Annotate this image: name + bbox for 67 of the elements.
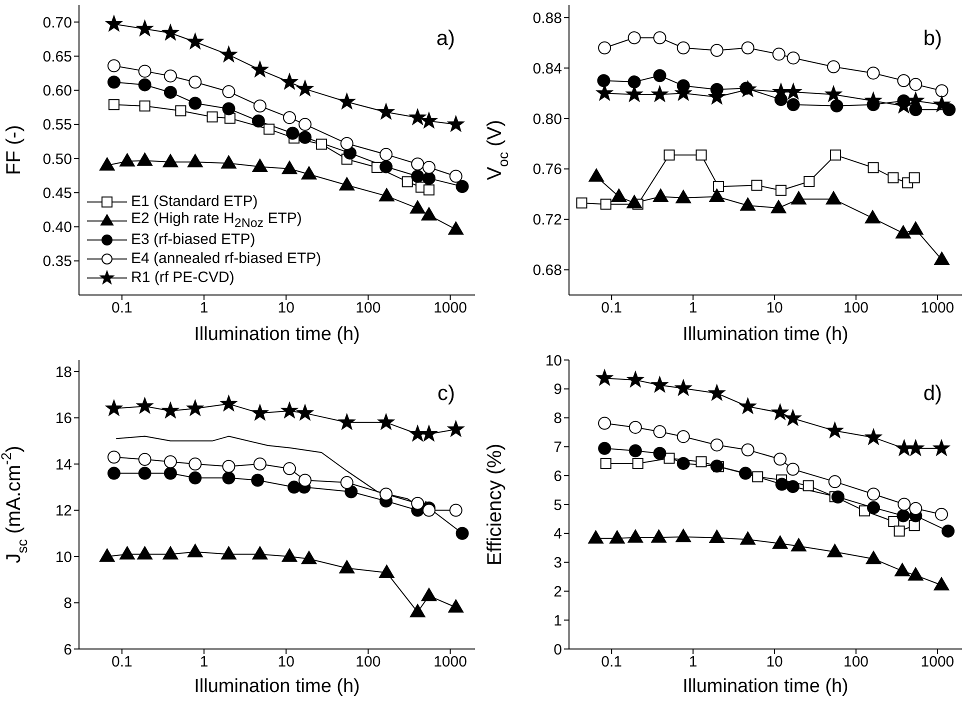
x-tick-label: 100 [843, 654, 869, 671]
y-tick-label: 6 [64, 641, 72, 658]
x-tick-label: 100 [356, 654, 381, 671]
x-tick-label: 100 [843, 300, 869, 317]
x-tick-label: 1000 [434, 300, 467, 317]
annotation: b) [922, 27, 942, 51]
y-tick-label: 8 [64, 595, 72, 612]
y-tick-label: 0.60 [42, 82, 72, 100]
y-tick-label: 0.35 [42, 253, 72, 270]
x-tick-label: 1000 [920, 300, 954, 317]
x-tick-label: 100 [356, 300, 381, 317]
y-tick-label: 8 [554, 410, 562, 428]
y-tick-label: 5 [554, 496, 562, 514]
annotation: c) [436, 382, 455, 406]
x-tick-label: 10 [278, 300, 294, 317]
x-axis-title: Illumination time (h) [682, 324, 848, 345]
y-tick-label: 3 [554, 554, 562, 572]
y-tick-label: 9 [554, 381, 562, 398]
y-tick-label: 12 [55, 502, 72, 520]
y-tick-label: 14 [55, 456, 72, 474]
y-tick-label: 6 [554, 468, 562, 485]
x-tick-label: 0.1 [601, 654, 622, 671]
x-tick-label: 0.1 [111, 654, 132, 671]
y-tick-label: 0.68 [532, 262, 562, 280]
x-tick-label: 1 [200, 300, 208, 317]
y-tick-label: 0.72 [532, 212, 562, 229]
y-tick-label: 7 [554, 439, 562, 456]
x-axis-title: Illumination time (h) [194, 324, 360, 345]
y-tick-label: 0.80 [532, 110, 562, 128]
x-axis-title: Illumination time (h) [682, 676, 848, 697]
x-tick-label: 10 [766, 654, 783, 671]
x-axis-title: Illumination time (h) [194, 676, 360, 697]
y-tick-label: 0 [554, 641, 562, 658]
y-tick-label: 0.76 [532, 161, 562, 178]
x-tick-label: 10 [766, 300, 783, 317]
y-tick-label: 0.88 [532, 10, 562, 27]
y-tick-label: 0.55 [42, 116, 72, 134]
legend-label: E1 (Standard ETP) [131, 192, 258, 211]
x-tick-label: 0.1 [111, 300, 132, 317]
x-tick-label: 10 [278, 654, 294, 671]
y-tick-label: 0.50 [42, 150, 72, 168]
x-tick-label: 1 [688, 654, 698, 671]
y-tick-label: 10 [545, 352, 562, 370]
y-tick-label: 10 [55, 548, 72, 566]
y-tick-label: 1 [554, 612, 562, 630]
x-tick-label: 1 [200, 654, 208, 671]
x-tick-label: 1000 [920, 654, 954, 671]
x-tick-label: 1 [688, 300, 698, 317]
y-tick-label: 0.84 [532, 60, 562, 78]
y-tick-label: 16 [55, 410, 72, 428]
x-tick-label: 0.1 [601, 300, 622, 317]
y-axis-title: Efficiency (%) [484, 444, 506, 566]
y-axis-title: FF (-) [3, 125, 26, 175]
y-tick-label: 2 [554, 584, 562, 601]
y-tick-label: 18 [55, 364, 72, 381]
legend-label: E3 (rf-biased ETP) [131, 230, 256, 249]
legend-label: E2 (High rate H$_{2Noz}$ ETP) [131, 210, 302, 232]
y-tick-label: 0.45 [42, 184, 72, 202]
legend-label: R1 (rf PE-CVD) [131, 268, 234, 287]
annotation: a) [435, 27, 455, 51]
y-tick-label: 0.65 [42, 48, 72, 66]
x-tick-label: 1000 [434, 654, 467, 671]
annotation: d) [922, 382, 942, 406]
legend-label: E4 (annealed rf-biased ETP) [131, 249, 322, 268]
y-tick-label: 0.70 [42, 14, 72, 32]
y-tick-label: 0.40 [42, 219, 72, 236]
y-tick-label: 4 [554, 526, 562, 543]
